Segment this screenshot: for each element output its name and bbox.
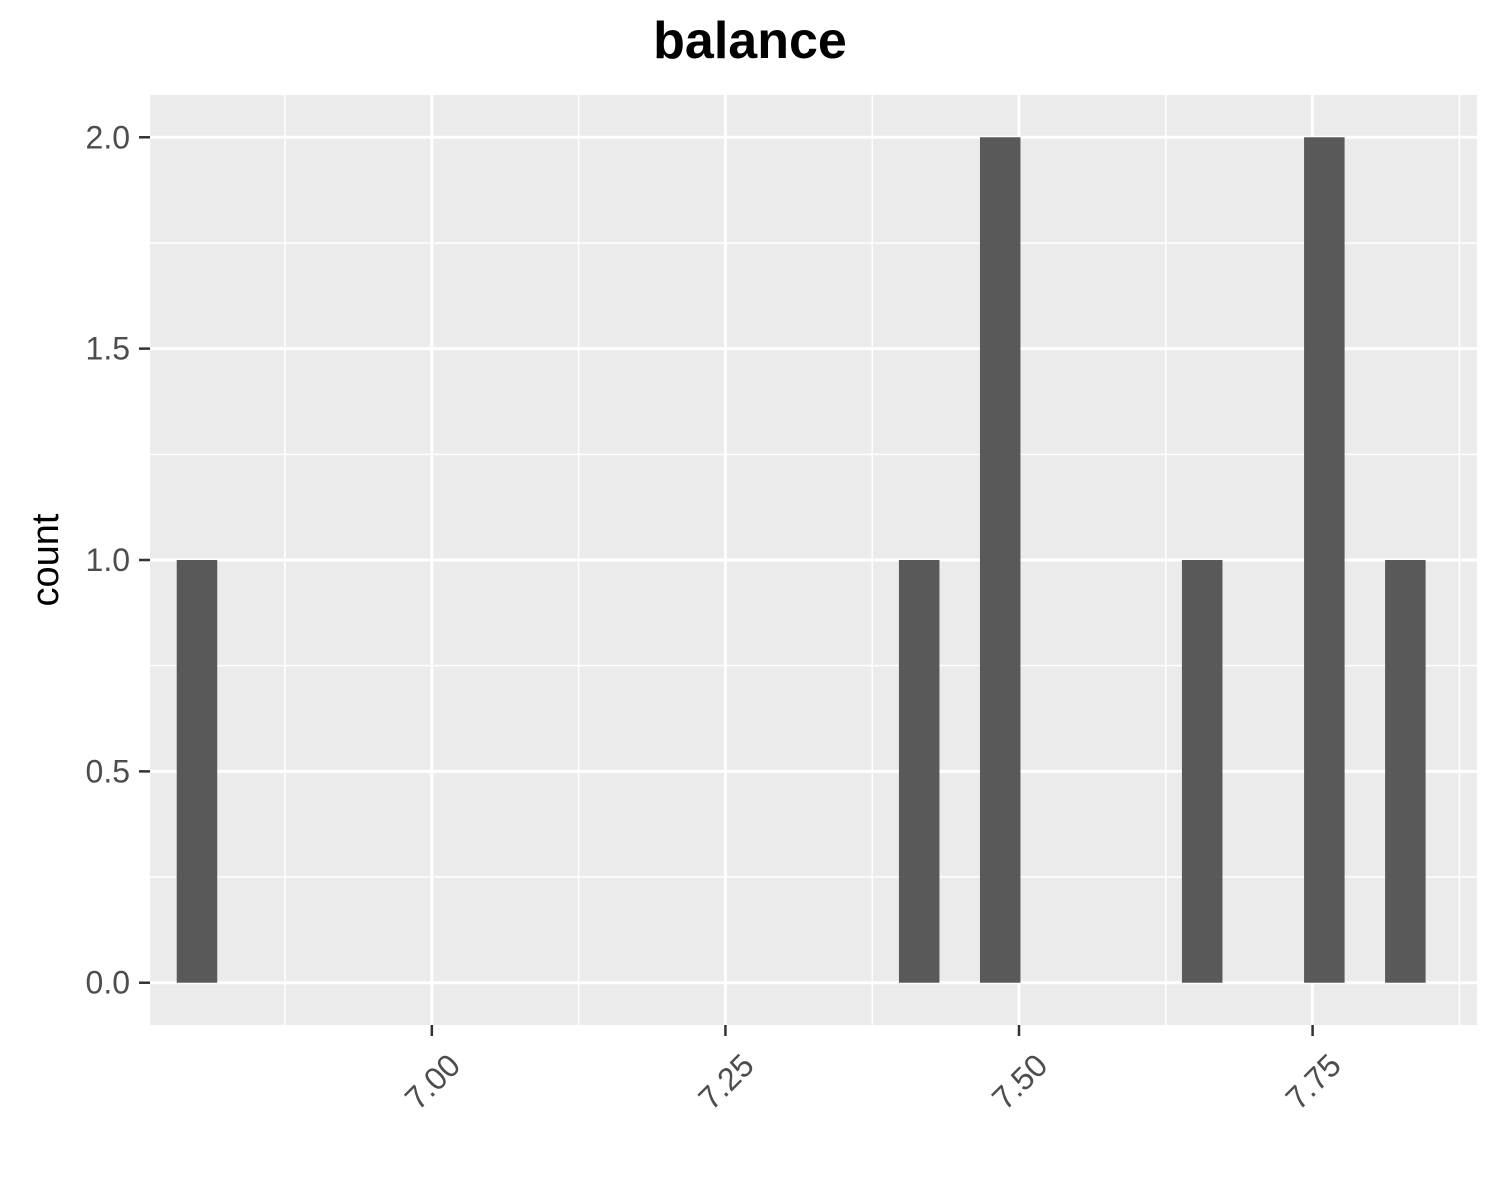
histogram-bar [1385, 560, 1426, 983]
x-tick-label: 7.75 [1278, 1047, 1347, 1116]
histogram-bars [176, 137, 1426, 983]
x-axis: 7.00 7.25 7.50 7.75 [398, 1025, 1348, 1116]
histogram-bar [176, 560, 218, 983]
histogram-bar [1181, 560, 1223, 983]
y-axis-title: count [25, 513, 67, 606]
y-tick-label: 2.0 [86, 119, 130, 155]
x-tick-label: 7.00 [398, 1047, 467, 1116]
x-tick-label: 7.50 [985, 1047, 1054, 1116]
x-tick-label: 7.25 [691, 1047, 760, 1116]
y-tick-label: 1.5 [86, 331, 130, 367]
histogram-bar [898, 560, 940, 983]
chart-title: balance [653, 12, 847, 70]
histogram-bar [979, 137, 1021, 983]
y-tick-label: 1.0 [86, 542, 130, 578]
y-tick-label: 0.0 [86, 965, 130, 1001]
y-axis: 0.0 0.5 1.0 1.5 2.0 [86, 119, 150, 1001]
y-tick-label: 0.5 [86, 753, 130, 789]
histogram-bar [1304, 137, 1345, 983]
major-gridlines [150, 95, 1477, 1025]
